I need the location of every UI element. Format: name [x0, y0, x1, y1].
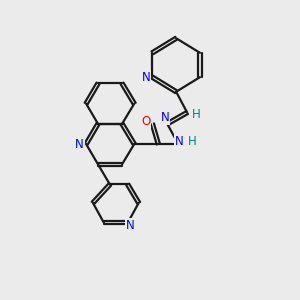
Text: N: N — [175, 135, 183, 148]
Text: O: O — [141, 115, 151, 128]
Text: H: H — [188, 135, 197, 148]
Text: N: N — [160, 111, 169, 124]
Text: N: N — [142, 71, 150, 84]
Text: N: N — [75, 138, 84, 151]
Text: H: H — [192, 108, 201, 122]
Text: N: N — [126, 219, 135, 232]
